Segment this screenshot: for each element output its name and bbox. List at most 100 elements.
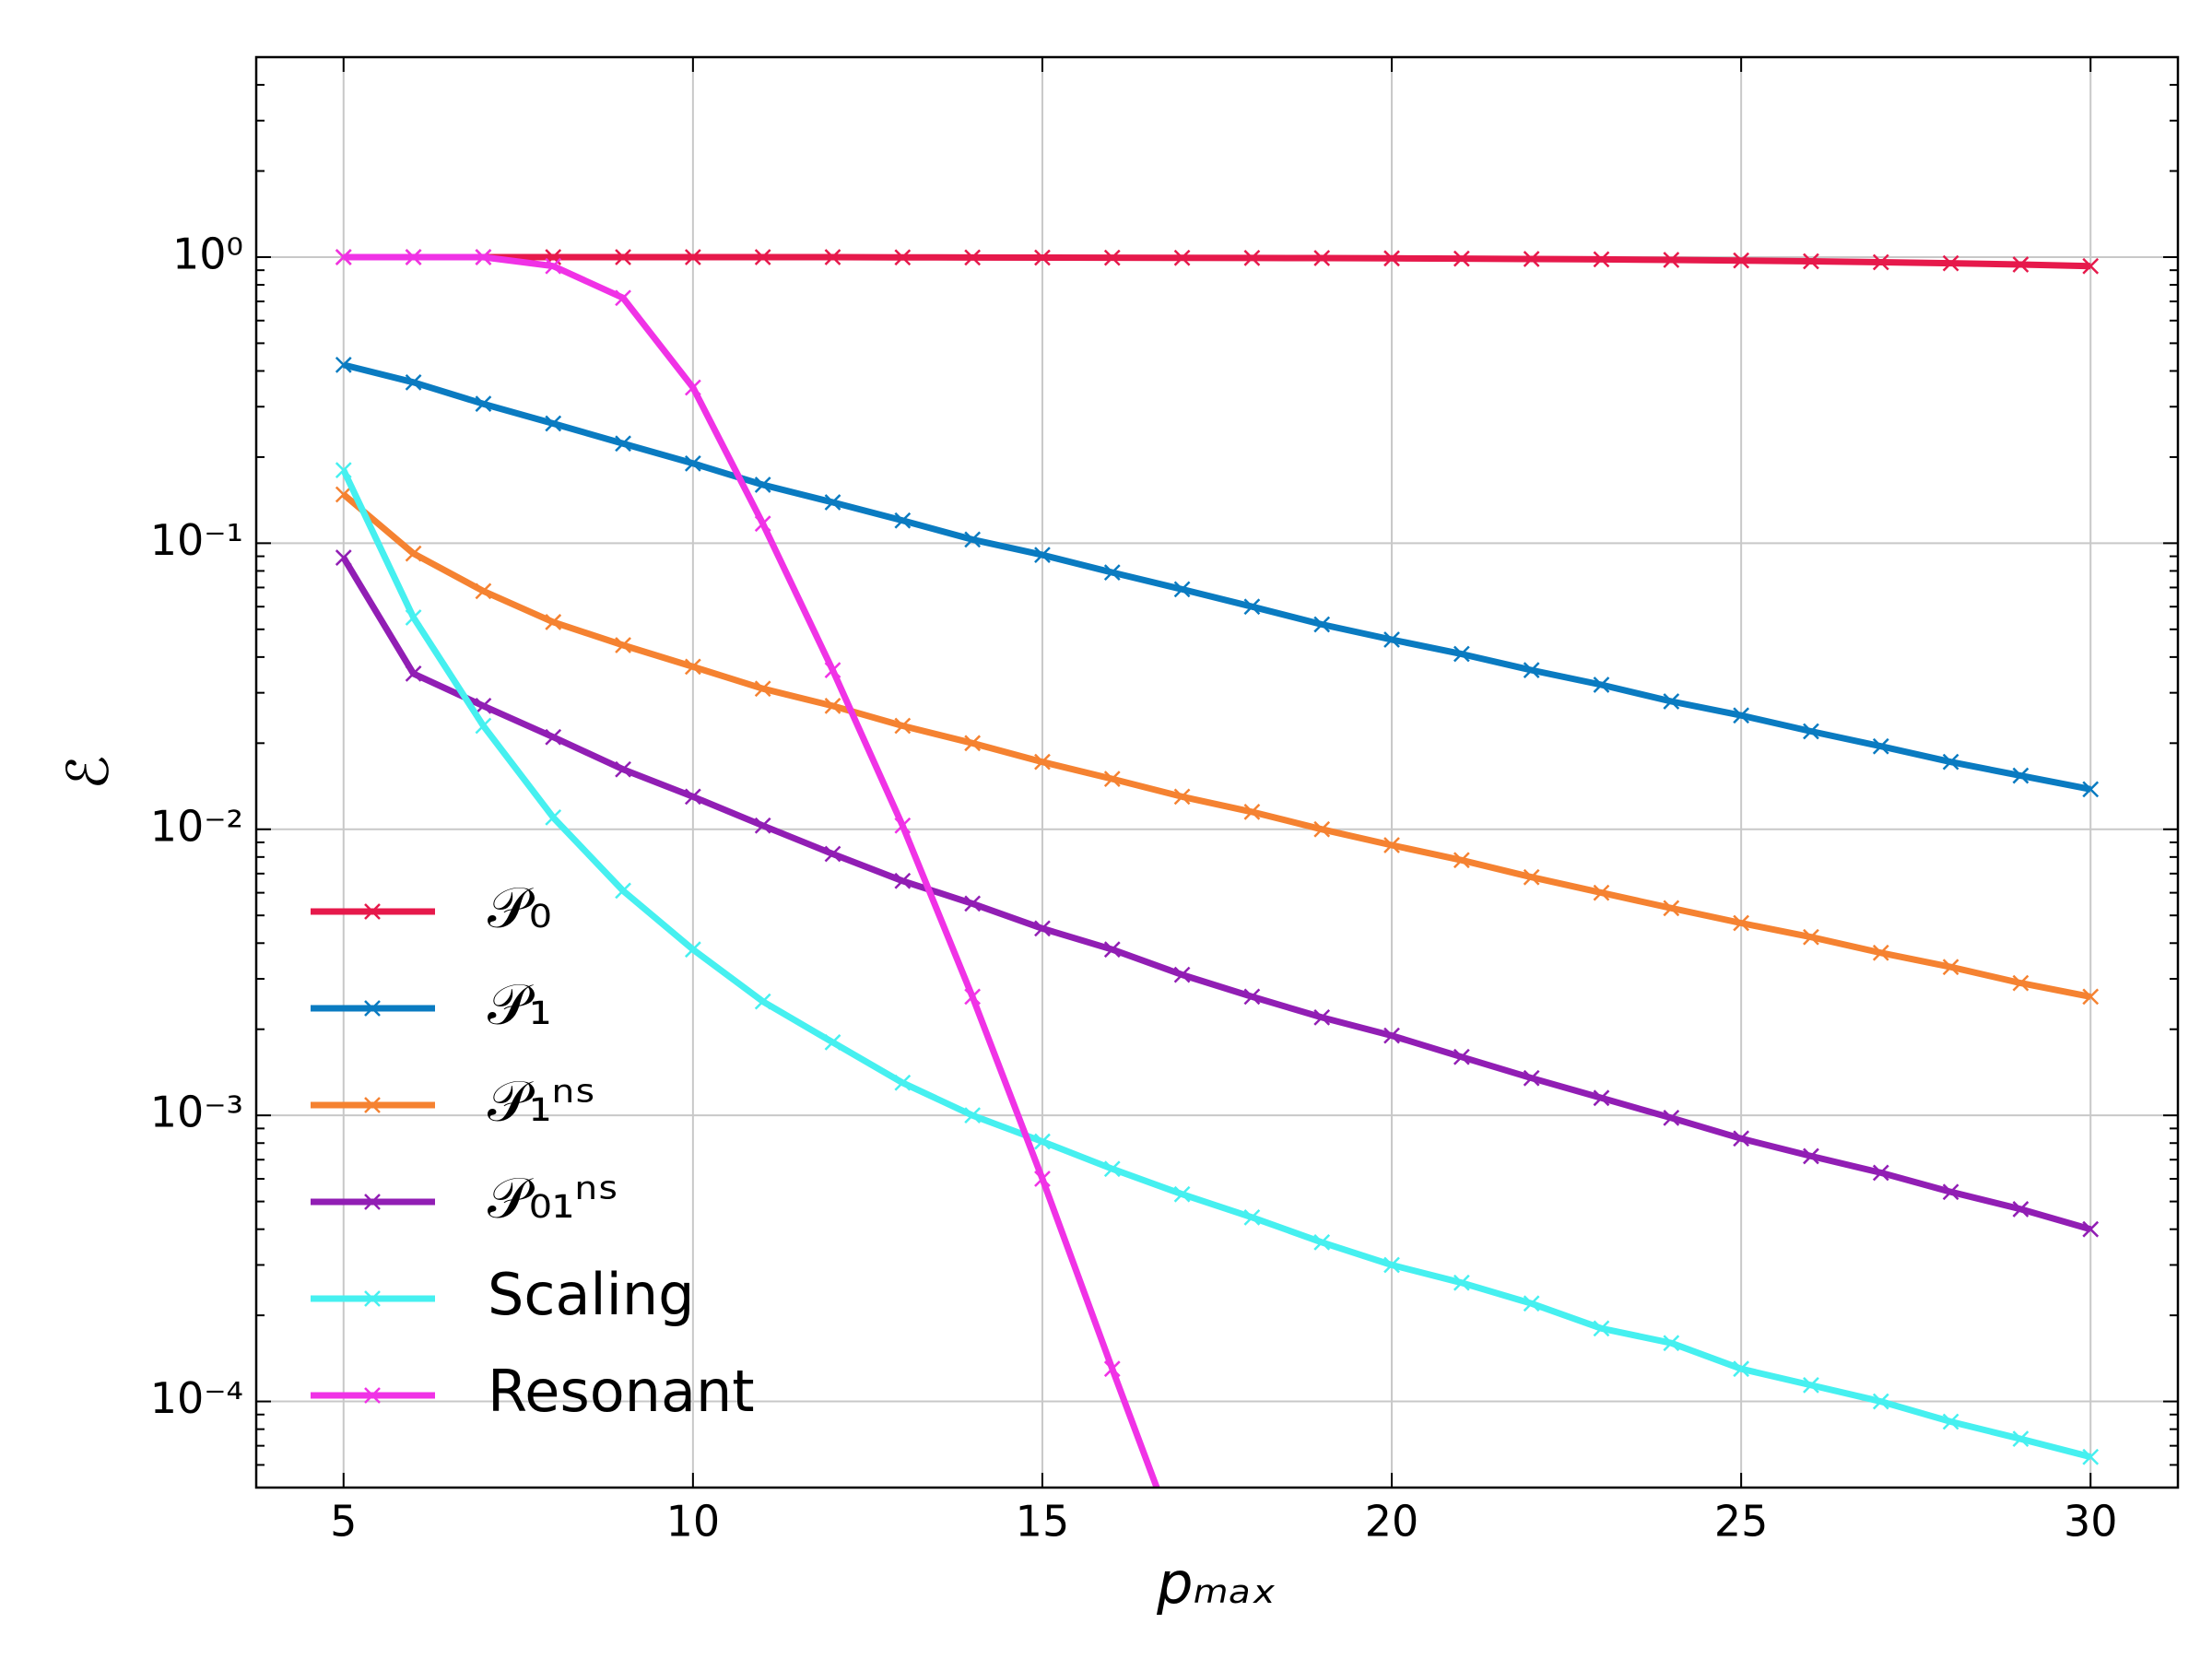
marker <box>335 249 352 265</box>
marker <box>475 582 492 600</box>
marker <box>1803 253 1819 270</box>
x-tick-label: 10 <box>666 1497 721 1547</box>
series-line <box>340 468 2092 1461</box>
marker <box>824 1034 841 1051</box>
marker <box>1733 1130 1750 1147</box>
marker <box>1453 852 1470 869</box>
legend-marker <box>364 1194 381 1210</box>
x-tick-label: 5 <box>330 1497 357 1547</box>
marker <box>1383 250 1400 267</box>
marker <box>1942 753 1959 771</box>
legend-label: Scaling <box>488 1261 695 1328</box>
marker <box>1173 966 1191 983</box>
marker <box>475 395 492 413</box>
series-line <box>342 361 2091 793</box>
marker <box>1523 251 1540 267</box>
marker <box>1523 1295 1540 1312</box>
marker <box>2012 767 2030 784</box>
y-tick-label: 10⁻² <box>150 801 243 851</box>
marker <box>335 357 352 373</box>
marker <box>1453 645 1470 663</box>
marker <box>1034 1133 1051 1150</box>
legend-label: 𝒫₁ⁿˢ <box>488 1067 595 1135</box>
marker <box>894 512 912 529</box>
marker <box>1523 1069 1540 1087</box>
legend-marker <box>364 1387 381 1404</box>
marker <box>824 249 841 265</box>
marker <box>1243 804 1261 820</box>
marker <box>684 658 701 676</box>
marker <box>615 637 631 653</box>
marker <box>894 249 912 266</box>
x-tick-label: 25 <box>1714 1497 1769 1547</box>
marker <box>1034 547 1051 563</box>
marker <box>545 728 562 746</box>
marker <box>1663 252 1680 268</box>
marker <box>475 697 492 714</box>
marker <box>1733 707 1750 724</box>
marker <box>964 895 982 912</box>
marker <box>1453 1274 1470 1291</box>
legend-marker <box>364 1290 381 1307</box>
series-line <box>341 491 2091 1000</box>
marker <box>335 549 352 566</box>
marker <box>2082 257 2100 275</box>
y-tick-label: 10⁻³ <box>150 1088 243 1137</box>
marker <box>1103 249 1121 266</box>
marker <box>2082 988 2100 1006</box>
marker <box>1663 900 1680 917</box>
marker <box>1243 598 1261 616</box>
marker <box>1593 884 1610 901</box>
marker <box>684 788 701 806</box>
marker <box>405 665 422 682</box>
marker <box>2012 1430 2030 1448</box>
marker <box>615 249 631 265</box>
marker <box>405 373 422 391</box>
marker <box>1453 1048 1470 1065</box>
marker <box>894 1074 912 1091</box>
marker <box>1942 959 1959 976</box>
marker <box>405 609 422 626</box>
marker <box>1593 1089 1610 1107</box>
marker <box>894 872 912 889</box>
marker <box>1872 944 1889 961</box>
marker <box>1593 251 1610 268</box>
marker <box>894 717 912 735</box>
marker <box>754 993 771 1010</box>
y-axis-label: ℰ <box>54 755 122 790</box>
legend-label: Resonant <box>488 1358 755 1425</box>
marker <box>1243 988 1261 1006</box>
marker <box>1593 677 1610 693</box>
marker <box>1103 771 1121 787</box>
marker <box>754 515 771 533</box>
marker <box>335 486 352 503</box>
marker <box>1942 1183 1959 1201</box>
marker <box>545 614 562 630</box>
marker <box>475 717 492 735</box>
y-tick-label: 10⁰ <box>172 229 243 278</box>
marker <box>1313 820 1331 838</box>
marker <box>964 1107 982 1124</box>
marker <box>2012 256 2030 273</box>
marker <box>615 435 631 453</box>
marker <box>754 817 771 834</box>
marker <box>545 257 562 275</box>
marker <box>1803 1377 1819 1394</box>
marker <box>545 809 562 826</box>
legend-marker <box>364 903 381 920</box>
plot-frame <box>254 55 2180 1489</box>
marker <box>1313 1233 1331 1251</box>
marker <box>1872 1164 1889 1182</box>
marker <box>1103 1160 1121 1178</box>
marker <box>684 454 701 472</box>
marker <box>1663 1109 1680 1126</box>
marker <box>1103 941 1121 959</box>
marker <box>1034 1171 1051 1187</box>
marker <box>405 545 422 562</box>
marker <box>1663 693 1680 710</box>
marker <box>1173 249 1191 266</box>
marker <box>824 662 841 678</box>
marker <box>1523 662 1540 678</box>
marker <box>1942 1413 1959 1430</box>
